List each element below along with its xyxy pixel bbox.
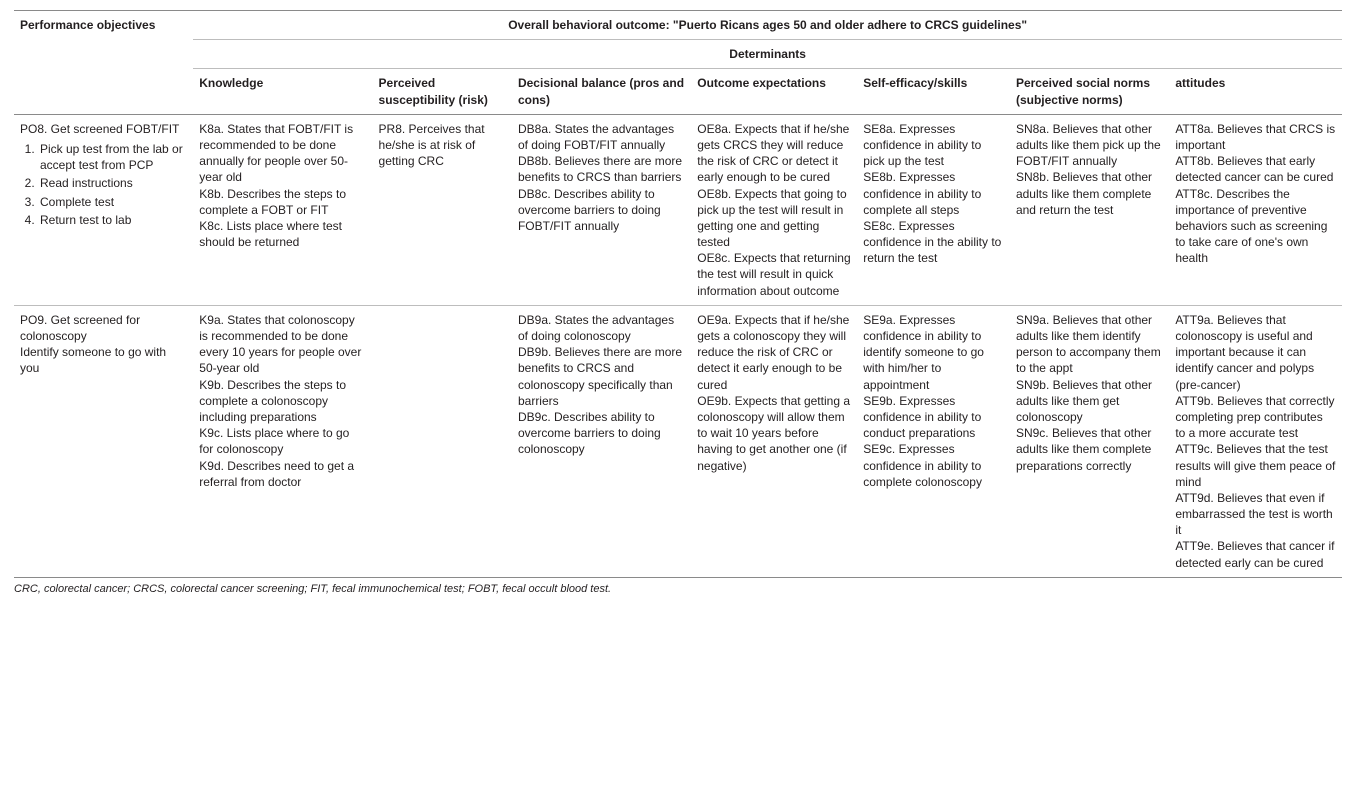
- po8-susceptibility: PR8. Perceives that he/she is at risk of…: [373, 114, 512, 305]
- po8-selfefficacy: SE8a. Expresses confidence in ability to…: [857, 114, 1010, 305]
- header-overall-outcome: Overall behavioral outcome: "Puerto Rica…: [193, 11, 1342, 40]
- list-item: Pick up test from the lab or accept test…: [38, 141, 187, 173]
- col-outcome: Outcome expectations: [691, 69, 857, 114]
- po9-decisional: DB9a. States the advantages of doing col…: [512, 305, 691, 577]
- table-row: PO8. Get screened FOBT/FIT Pick up test …: [14, 114, 1342, 305]
- po9-knowledge: K9a. States that colonoscopy is recommen…: [193, 305, 372, 577]
- po9-norms: SN9a. Believes that other adults like th…: [1010, 305, 1169, 577]
- po8-attitudes: ATT8a. Believes that CRCS is importantAT…: [1169, 114, 1342, 305]
- po8-steps-list: Pick up test from the lab or accept test…: [20, 141, 187, 228]
- col-decisional: Decisional balance (pros and cons): [512, 69, 691, 114]
- list-item: Read instructions: [38, 175, 187, 191]
- change-matrix-table: Performance objectives Overall behaviora…: [14, 10, 1342, 578]
- po9-selfefficacy: SE9a. Expresses confidence in ability to…: [857, 305, 1010, 577]
- po9-outcome: OE9a. Expects that if he/she gets a colo…: [691, 305, 857, 577]
- po8-outcome: OE8a. Expects that if he/she gets CRCS t…: [691, 114, 857, 305]
- col-attitudes: attitudes: [1169, 69, 1342, 114]
- po8-title: PO8. Get screened FOBT/FIT: [20, 121, 187, 137]
- po9-attitudes: ATT9a. Believes that colonoscopy is usef…: [1169, 305, 1342, 577]
- col-susceptibility: Perceived susceptibility (risk): [373, 69, 512, 114]
- table-footnote: CRC, colorectal cancer; CRCS, colorectal…: [14, 578, 1342, 597]
- col-selfefficacy: Self-efficacy/skills: [857, 69, 1010, 114]
- list-item: Complete test: [38, 194, 187, 210]
- po9-susceptibility: [373, 305, 512, 577]
- po8-norms: SN8a. Believes that other adults like th…: [1010, 114, 1169, 305]
- po8-decisional: DB8a. States the advantages of doing FOB…: [512, 114, 691, 305]
- col-knowledge: Knowledge: [193, 69, 372, 114]
- table-row: PO9. Get screened for colonoscopyIdentif…: [14, 305, 1342, 577]
- header-determinants: Determinants: [193, 40, 1342, 69]
- list-item: Return test to lab: [38, 212, 187, 228]
- col-norms: Perceived social norms (subjective norms…: [1010, 69, 1169, 114]
- po8-knowledge: K8a. States that FOBT/FIT is recommended…: [193, 114, 372, 305]
- po9-objective: PO9. Get screened for colonoscopyIdentif…: [14, 305, 193, 577]
- po8-objective: PO8. Get screened FOBT/FIT Pick up test …: [14, 114, 193, 305]
- header-performance-objectives: Performance objectives: [14, 11, 193, 115]
